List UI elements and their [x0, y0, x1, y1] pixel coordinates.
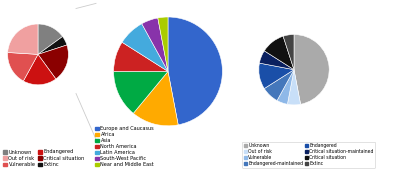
Wedge shape [277, 70, 294, 104]
Wedge shape [38, 45, 68, 79]
Wedge shape [259, 63, 294, 89]
Wedge shape [23, 54, 56, 85]
Wedge shape [294, 35, 329, 104]
Wedge shape [38, 37, 67, 54]
Wedge shape [142, 18, 168, 71]
Wedge shape [114, 71, 168, 113]
Wedge shape [264, 36, 294, 70]
Wedge shape [114, 42, 168, 71]
Wedge shape [264, 70, 294, 100]
Legend: Unknown, Out of risk, Vulnerable, Endangered, Critical situation, Extinc: Unknown, Out of risk, Vulnerable, Endang… [2, 149, 85, 167]
Legend: Europe and Caucasus, Africa, Asia, North America, Latin America, South-West Paci: Europe and Caucasus, Africa, Asia, North… [94, 125, 155, 167]
Wedge shape [168, 17, 222, 125]
Wedge shape [283, 35, 294, 70]
Wedge shape [158, 17, 168, 71]
Wedge shape [8, 53, 38, 81]
Wedge shape [8, 24, 38, 54]
Legend: Unknown, Out of risk, Vulnerable, Endangered-maintained, Endangered, Critical si: Unknown, Out of risk, Vulnerable, Endang… [242, 141, 375, 168]
Wedge shape [288, 70, 300, 105]
Wedge shape [38, 24, 62, 54]
Wedge shape [260, 51, 294, 70]
Wedge shape [133, 71, 178, 126]
Wedge shape [122, 24, 168, 71]
